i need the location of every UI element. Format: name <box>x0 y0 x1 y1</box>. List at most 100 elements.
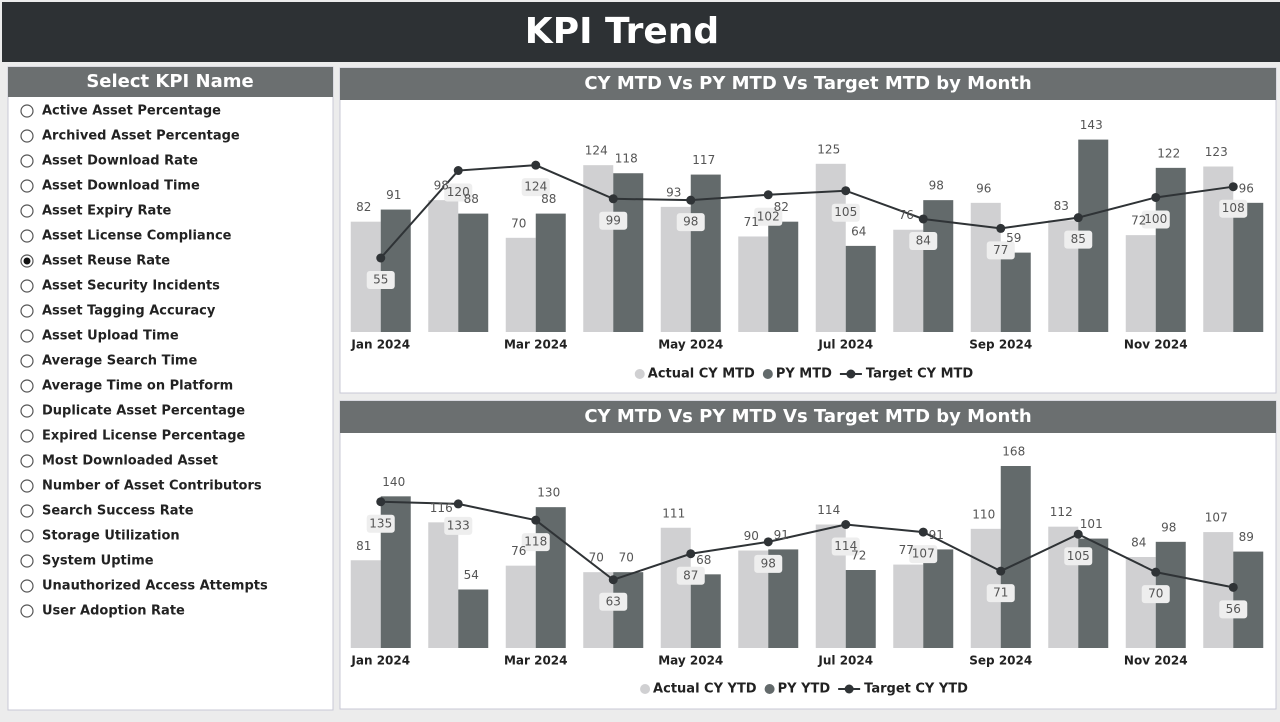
radio-button[interactable] <box>20 529 34 543</box>
data-label: 89 <box>1239 530 1254 544</box>
data-label: 125 <box>817 142 840 156</box>
option-label[interactable]: Asset Reuse Rate <box>42 254 170 269</box>
option-label[interactable]: Active Asset Percentage <box>42 104 221 119</box>
data-label: 118 <box>615 152 638 166</box>
option-label[interactable]: Average Search Time <box>42 354 197 369</box>
data-label: 85 <box>1071 232 1086 246</box>
data-label: 71 <box>993 586 1008 600</box>
radio-button[interactable] <box>20 104 34 118</box>
slicer-option[interactable]: User Adoption Rate <box>20 604 185 619</box>
slicer-option[interactable]: Average Time on Platform <box>20 379 233 394</box>
data-label: 143 <box>1080 118 1103 132</box>
slicer-option[interactable]: Expired License Percentage <box>20 429 246 444</box>
slicer-option[interactable]: Unauthorized Access Attempts <box>20 579 268 594</box>
slicer-option[interactable]: Number of Asset Contributors <box>20 479 262 494</box>
data-label: 102 <box>757 209 780 223</box>
radio-button[interactable] <box>20 479 34 493</box>
slicer-option[interactable]: Asset Reuse Rate <box>20 254 170 269</box>
legend: Actual CY MTD PY MTD Target CY MTD <box>634 367 973 382</box>
radio-button[interactable] <box>20 404 34 418</box>
header-bar <box>2 2 1280 62</box>
radio-button[interactable] <box>20 504 34 518</box>
option-label[interactable]: Asset Security Incidents <box>42 279 220 294</box>
radio-button[interactable] <box>20 554 34 568</box>
radio-button[interactable] <box>20 604 34 618</box>
slicer-option[interactable]: Asset Expiry Rate <box>20 204 172 219</box>
bar <box>893 564 924 648</box>
slicer-option[interactable]: Storage Utilization <box>20 529 180 544</box>
slicer-option[interactable]: System Uptime <box>20 554 154 569</box>
slicer-option[interactable]: Asset Upload Time <box>20 329 179 344</box>
option-label[interactable]: Expired License Percentage <box>42 429 246 444</box>
radio-button[interactable] <box>20 454 34 468</box>
slicer-option[interactable]: Active Asset Percentage <box>20 104 221 119</box>
option-label[interactable]: Search Success Rate <box>42 504 194 519</box>
option-label[interactable]: Average Time on Platform <box>42 379 233 394</box>
radio-button[interactable] <box>20 304 34 318</box>
radio-button[interactable] <box>20 229 34 243</box>
data-label-box <box>1141 210 1170 229</box>
slicer-option[interactable]: Most Downloaded Asset <box>20 454 218 469</box>
radio-button[interactable] <box>20 129 34 143</box>
slicer-option[interactable]: Average Search Time <box>20 354 197 369</box>
x-tick-label: Jan 2024 <box>350 654 410 668</box>
option-label[interactable]: Asset Upload Time <box>42 329 179 344</box>
option-label[interactable]: Duplicate Asset Percentage <box>42 404 245 419</box>
data-label: 59 <box>1006 231 1021 245</box>
option-label[interactable]: User Adoption Rate <box>42 604 185 619</box>
target-point <box>918 527 928 537</box>
legend-label: Actual CY YTD <box>653 682 757 697</box>
option-label[interactable]: Storage Utilization <box>42 529 180 544</box>
slicer-option[interactable]: Asset Tagging Accuracy <box>20 304 216 319</box>
data-label: 84 <box>916 233 931 247</box>
radio-button[interactable] <box>20 204 34 218</box>
data-label: 55 <box>373 273 388 287</box>
option-label[interactable]: Asset Tagging Accuracy <box>42 304 216 319</box>
radio-button[interactable] <box>20 279 34 293</box>
slicer-option[interactable]: Archived Asset Percentage <box>20 129 240 144</box>
radio-button[interactable] <box>20 154 34 168</box>
radio-button[interactable] <box>20 354 34 368</box>
radio-button[interactable] <box>20 329 34 343</box>
data-label: 93 <box>666 185 681 199</box>
slicer-option[interactable]: Search Success Rate <box>20 504 194 519</box>
option-label[interactable]: Asset Download Time <box>42 179 200 194</box>
bar <box>458 589 489 648</box>
bar <box>583 165 614 332</box>
option-label[interactable]: Archived Asset Percentage <box>42 129 240 144</box>
data-label-box <box>986 241 1015 260</box>
radio-button[interactable] <box>20 179 34 193</box>
slicer-option[interactable]: Asset License Compliance <box>20 229 232 244</box>
data-label: 81 <box>356 539 371 553</box>
option-label[interactable]: Number of Asset Contributors <box>42 479 262 494</box>
target-point <box>1151 192 1161 202</box>
bar <box>690 574 721 648</box>
data-label: 90 <box>744 529 759 543</box>
slicer-option[interactable]: Asset Download Time <box>20 179 200 194</box>
option-label[interactable]: Most Downloaded Asset <box>42 454 218 469</box>
option-label[interactable]: Asset License Compliance <box>42 229 232 244</box>
slicer-option[interactable]: Asset Security Incidents <box>20 279 220 294</box>
data-label: 130 <box>537 486 560 500</box>
data-label-box <box>599 592 628 611</box>
radio-button[interactable] <box>20 579 34 593</box>
data-label: 111 <box>662 506 685 520</box>
data-label: 63 <box>606 594 621 608</box>
page-title: KPI Trend <box>525 11 719 52</box>
radio-button[interactable] <box>20 379 34 393</box>
data-label: 91 <box>929 528 944 542</box>
slicer-option[interactable]: Duplicate Asset Percentage <box>20 404 245 419</box>
option-label[interactable]: Unauthorized Access Attempts <box>42 579 268 594</box>
option-label[interactable]: Asset Expiry Rate <box>42 204 172 219</box>
data-label: 72 <box>1131 214 1146 228</box>
data-label: 122 <box>1157 146 1180 160</box>
target-point <box>453 166 463 176</box>
radio-button[interactable] <box>20 429 34 443</box>
option-label[interactable]: System Uptime <box>42 554 154 569</box>
option-label[interactable]: Asset Download Rate <box>42 154 198 169</box>
data-label: 83 <box>1054 199 1069 213</box>
slicer-option[interactable]: Asset Download Rate <box>20 154 198 169</box>
bar <box>738 236 769 332</box>
data-label: 71 <box>744 215 759 229</box>
target-point <box>453 499 463 509</box>
